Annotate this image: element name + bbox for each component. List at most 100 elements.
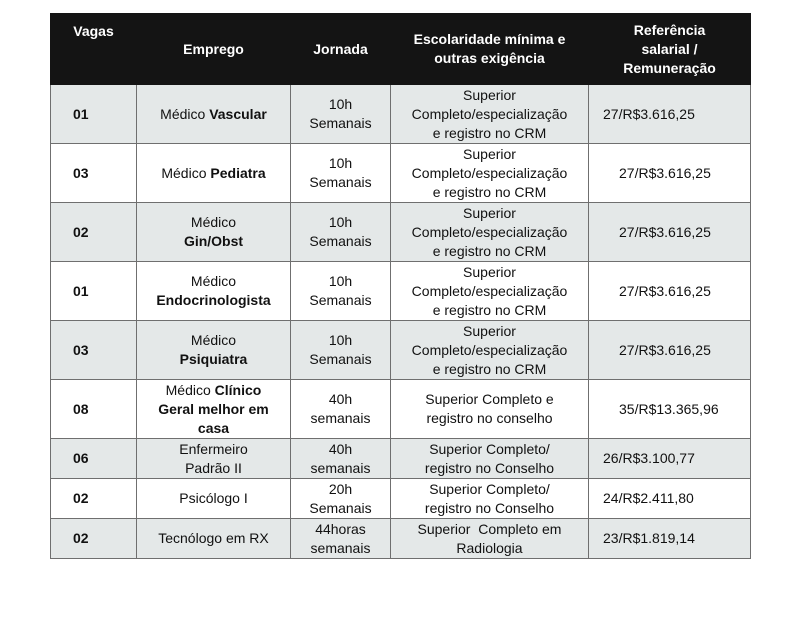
escolaridade-line: Superior [463, 263, 516, 280]
table-header: Vagas Emprego Jornada Escolaridade mínim… [50, 13, 751, 85]
jornada-line: 40h [328, 440, 353, 457]
header-vagas: Vagas [50, 13, 137, 85]
cell-vagas: 06 [50, 438, 137, 479]
emprego-specialty: Vascular [209, 105, 267, 122]
jornada-line: Semanais [309, 292, 372, 308]
escolaridade-line: e registro no CRM [432, 183, 547, 200]
header-referencia: Referência salarial / Remuneração [588, 13, 751, 85]
table-row: 08 Médico Clínico Geral melhor em casa 40h se… [50, 379, 751, 439]
cell-jornada: 10h Semanais [290, 320, 391, 380]
jornada-line: 10h [328, 214, 353, 230]
cell-vagas: 02 [50, 202, 137, 262]
escolaridade-line: registro no conselho [426, 410, 553, 426]
cell-emprego: Médico Pediatra [136, 143, 291, 203]
cell-escolaridade: Superior Completo/especialização e registr… [390, 84, 589, 144]
escolaridade-line: Superior Completo/ [429, 480, 550, 497]
cell-escolaridade: Superior Completo/registro no Conselho [390, 438, 589, 479]
cell-jornada: 10h Semanais [290, 143, 391, 203]
cell-vagas: 03 [50, 143, 137, 203]
header-referencia-line: Remuneração [623, 59, 716, 76]
table-row: 02 Médico Gin/Obst 10h Semanais Superior Compl… [50, 202, 751, 262]
table-row: 01 Médico Endocrinologista 10h Semanais Super… [50, 261, 751, 321]
header-escolaridade-line: Escolaridade mínima e [413, 31, 566, 47]
cell-escolaridade: Superior Completo/registro no Conselho [390, 478, 589, 519]
header-row: Vagas Emprego Jornada Escolaridade mínim… [50, 13, 751, 85]
jornada-line: 10h [328, 273, 353, 289]
cell-referencia: 27/R$3.616,25 [588, 84, 751, 144]
emprego-line: Geral melhor em [141, 400, 286, 419]
cell-jornada: 10h Semanais [290, 202, 391, 262]
cell-referencia: 35/R$13.365,96 [588, 379, 751, 439]
escolaridade-line: registro no Conselho [424, 459, 555, 476]
jornada-line: 10h [328, 332, 353, 348]
cell-escolaridade: Superior Completo/especialização e registr… [390, 320, 589, 380]
cell-referencia: 27/R$3.616,25 [588, 202, 751, 262]
emprego-specialty: Clínico [214, 381, 262, 398]
emprego-specialty: Geral melhor em [158, 400, 269, 417]
emprego-text: Padrão II [185, 459, 242, 476]
jornada-line: 44horas [315, 520, 366, 537]
emprego-line: Médico Pediatra [141, 164, 286, 183]
escolaridade-line: Superior [463, 322, 516, 339]
cell-jornada: 10h Semanais [290, 261, 391, 321]
escolaridade-line: Superior Completo em [417, 520, 562, 537]
emprego-text: Médico [190, 273, 237, 289]
header-jornada: Jornada [290, 13, 391, 85]
emprego-line: Médico [141, 213, 286, 232]
emprego-text: Enfermeiro [179, 440, 248, 457]
jornada-line: 40h [328, 391, 353, 407]
jornada-line: Semanais [309, 499, 372, 516]
cell-emprego: Médico Clínico Geral melhor em casa [136, 379, 291, 439]
emprego-text: Médico [190, 214, 237, 230]
escolaridade-line: Completo/especialização [411, 164, 568, 181]
emprego-line: Padrão II [141, 459, 286, 478]
emprego-specialty: Pediatra [210, 164, 266, 181]
cell-emprego: Psicólogo I [136, 478, 291, 519]
emprego-text: Tecnólogo em RX [158, 530, 269, 546]
cell-escolaridade: Superior Completo/especialização e registr… [390, 202, 589, 262]
escolaridade-line: Completo/especialização [411, 223, 568, 240]
emprego-line: Enfermeiro [141, 440, 286, 459]
emprego-specialty: Endocrinologista [156, 292, 271, 308]
emprego-text: Médico [161, 164, 211, 181]
escolaridade-line: Superior [463, 145, 516, 162]
cell-vagas: 02 [50, 518, 137, 559]
escolaridade-line: Radiologia [456, 539, 523, 556]
header-referencia-line: salarial / [641, 40, 698, 57]
escolaridade-line: e registro no CRM [432, 124, 547, 141]
jornada-line: Semanais [309, 115, 372, 131]
cell-escolaridade: Superior Completo/especialização e registr… [390, 261, 589, 321]
cell-vagas: 01 [50, 84, 137, 144]
escolaridade-line: Superior [463, 204, 516, 221]
table-row: 03 Médico Psiquiatra 10h Semanais Superior Com… [50, 320, 751, 380]
escolaridade-line: Completo/especialização [411, 282, 568, 299]
table-row: 03 Médico Pediatra 10h Semanais Superior Comp… [50, 143, 751, 203]
emprego-text: Médico [165, 381, 215, 398]
table-row: 06 Enfermeiro Padrão II 40h semanais Superior… [50, 438, 751, 479]
emprego-line: Médico Vascular [141, 105, 286, 124]
emprego-text: Psicólogo I [179, 490, 248, 506]
escolaridade-line: Completo/especialização [411, 105, 568, 122]
escolaridade-line: e registro no CRM [432, 360, 547, 377]
header-escolaridade: Escolaridade mínima e outras exigência [390, 13, 589, 85]
emprego-line: casa [141, 419, 286, 438]
cell-referencia: 24/R$2.411,80 [588, 478, 751, 519]
jornada-line: Semanais [309, 233, 372, 249]
emprego-specialty: Gin/Obst [183, 233, 244, 249]
cell-jornada: 10h Semanais [290, 84, 391, 144]
cell-emprego: Médico Vascular [136, 84, 291, 144]
vacancies-table: Vagas Emprego Jornada Escolaridade mínim… [50, 13, 751, 559]
cell-jornada: 20h Semanais [290, 478, 391, 519]
table-row: 01 Médico Vascular 10h Semanais Superior Comp… [50, 84, 751, 144]
emprego-line: Psicólogo I [141, 489, 286, 508]
cell-jornada: 44horas semanais [290, 518, 391, 559]
escolaridade-line: Superior [463, 86, 516, 103]
cell-referencia: 27/R$3.616,25 [588, 143, 751, 203]
header-referencia-line: Referência [633, 21, 706, 38]
cell-referencia: 27/R$3.616,25 [588, 320, 751, 380]
escolaridade-line: Superior Completo/ [429, 440, 550, 457]
escolaridade-line: Superior Completo e [425, 391, 554, 407]
cell-emprego: Tecnólogo em RX [136, 518, 291, 559]
jornada-line: Semanais [309, 351, 372, 367]
jornada-line: semanais [310, 539, 371, 556]
